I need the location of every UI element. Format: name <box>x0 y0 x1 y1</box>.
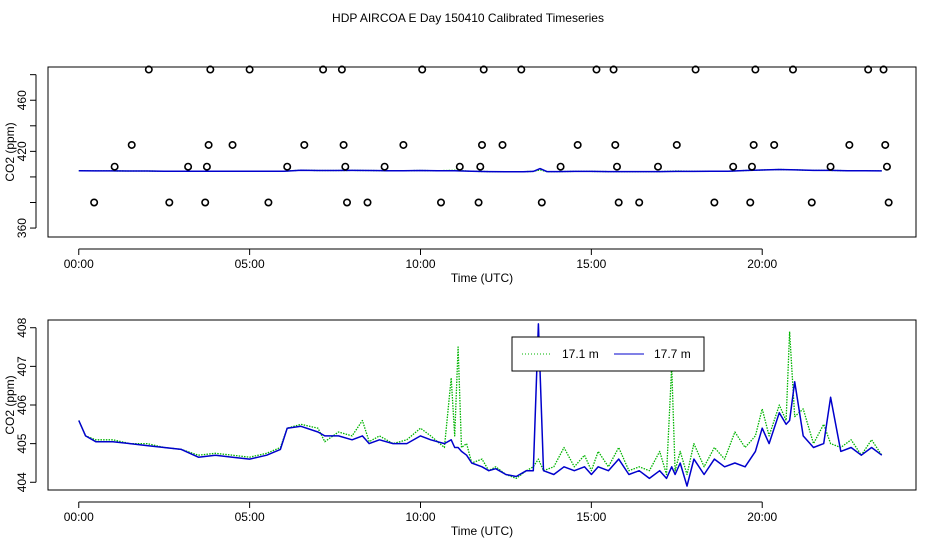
calibration-point <box>264 198 273 207</box>
calibration-point <box>202 162 211 171</box>
calibration-point <box>455 162 464 171</box>
series-lines <box>78 323 883 487</box>
calibration-point <box>245 65 254 74</box>
calibration-point <box>612 162 621 171</box>
legend: 17.1 m 17.7 m <box>511 336 705 372</box>
calibration-point <box>341 162 350 171</box>
calibration-point <box>881 140 890 149</box>
calibration-point <box>343 198 352 207</box>
calibration-point <box>746 198 755 207</box>
calibration-point <box>592 65 601 74</box>
calibration-point <box>751 65 760 74</box>
calibration-point <box>165 198 174 207</box>
calibration-point <box>204 140 213 149</box>
calibration-point <box>573 140 582 149</box>
calibration-point <box>882 162 891 171</box>
calibration-point <box>537 198 546 207</box>
x-tick-label: 15:00 <box>576 510 606 524</box>
x-tick-label: 10:00 <box>405 257 435 271</box>
calibration-point <box>184 162 193 171</box>
calibration-point <box>770 140 779 149</box>
y-tick-label: 408 <box>15 317 29 337</box>
series-line-0 <box>78 330 883 480</box>
series-line-1 <box>78 323 883 487</box>
legend-label-17-7: 17.7 m <box>654 347 691 361</box>
calibration-points <box>90 65 893 207</box>
calibration-point <box>228 140 237 149</box>
calibration-point <box>845 140 854 149</box>
calibration-point <box>127 140 136 149</box>
calibrated-scatter-panel: 00:00 05:00 10:00 15:00 20:00 360 420 460 Time … <box>3 65 917 285</box>
x-tick-label: 20:00 <box>747 510 777 524</box>
timeseries-line-panel: 00:00 05:00 10:00 15:00 20:00 404 405 406 407 408… <box>3 317 917 538</box>
calibration-point <box>653 162 662 171</box>
x-axis-label: Time (UTC) <box>451 271 513 285</box>
calibration-point <box>729 162 738 171</box>
calibration-point <box>300 140 309 149</box>
plot-frame <box>47 66 917 238</box>
y-axis-label: CO2 (ppm) <box>3 375 17 434</box>
y-axis-label: CO2 (ppm) <box>3 122 17 181</box>
axis-ticks: 00:00 05:00 10:00 15:00 20:00 360 420 460 <box>15 74 778 271</box>
calibration-point <box>436 198 445 207</box>
calibration-point <box>363 198 372 207</box>
calibration-point <box>206 65 215 74</box>
calibration-point <box>556 162 565 171</box>
calibration-point <box>710 198 719 207</box>
calibration-point <box>807 198 816 207</box>
calibration-point <box>479 65 488 74</box>
calibration-point <box>609 65 618 74</box>
x-tick-label: 10:00 <box>405 510 435 524</box>
calibration-point <box>399 140 408 149</box>
calibration-point <box>380 162 389 171</box>
y-tick-label: 407 <box>15 356 29 376</box>
y-tick-label: 404 <box>15 472 29 492</box>
x-tick-label: 05:00 <box>235 257 265 271</box>
calibration-point <box>879 65 888 74</box>
y-tick-label: 460 <box>15 90 29 110</box>
x-axis-label: Time (UTC) <box>451 524 513 538</box>
legend-label-17-1: 17.1 m <box>562 347 599 361</box>
calibration-point <box>90 198 99 207</box>
calibration-point <box>476 162 485 171</box>
figure-title: HDP AIRCOA E Day 150410 Calibrated Times… <box>332 11 604 25</box>
x-tick-label: 00:00 <box>64 257 94 271</box>
calibration-point <box>691 65 700 74</box>
calibration-point <box>144 65 153 74</box>
calibration-point <box>635 198 644 207</box>
x-tick-label: 05:00 <box>235 510 265 524</box>
calibration-point <box>826 162 835 171</box>
calibration-point <box>498 140 507 149</box>
y-tick-label: 406 <box>15 395 29 415</box>
series-line-1 <box>78 167 882 173</box>
calibration-point <box>477 140 486 149</box>
calibration-point <box>319 65 328 74</box>
calibration-point <box>339 140 348 149</box>
calibration-point <box>611 140 620 149</box>
calibration-point <box>864 65 873 74</box>
calibration-point <box>474 198 483 207</box>
calibration-point <box>517 65 526 74</box>
calibration-point <box>788 65 797 74</box>
calibration-point <box>201 198 210 207</box>
axis-ticks: 00:00 05:00 10:00 15:00 20:00 404 405 406 407 408 <box>15 317 778 524</box>
calibration-point <box>747 162 756 171</box>
calibration-point <box>283 162 292 171</box>
calibration-point <box>110 162 119 171</box>
y-tick-label: 420 <box>15 141 29 161</box>
x-tick-label: 20:00 <box>747 257 777 271</box>
calibration-point <box>749 140 758 149</box>
plot-frame <box>47 319 917 491</box>
calibration-point <box>672 140 681 149</box>
y-tick-label: 405 <box>15 433 29 453</box>
calibration-point <box>337 65 346 74</box>
x-tick-label: 00:00 <box>64 510 94 524</box>
x-tick-label: 15:00 <box>576 257 606 271</box>
series-lines <box>78 167 882 173</box>
calibration-point <box>418 65 427 74</box>
calibration-point <box>614 198 623 207</box>
y-tick-label: 360 <box>15 218 29 238</box>
calibration-point <box>884 198 893 207</box>
